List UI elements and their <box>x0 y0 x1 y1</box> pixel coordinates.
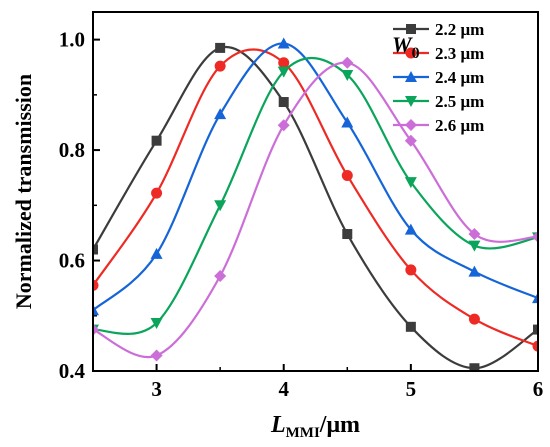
data-point <box>404 223 417 235</box>
data-point <box>151 187 163 199</box>
legend: 2.2 μm 2.3 μm 2.4 μm 2.5 μm 2.6 μm W0 <box>392 20 484 135</box>
data-point <box>404 177 417 189</box>
legend-label: 2.4 μm <box>435 68 484 87</box>
data-point <box>277 66 290 78</box>
data-point <box>215 42 226 53</box>
x-tick-label: 3 <box>151 377 162 401</box>
data-point <box>468 265 481 277</box>
legend-marker <box>405 71 417 82</box>
data-point <box>93 279 99 291</box>
data-point <box>533 324 538 335</box>
plot-frame <box>92 11 539 372</box>
x-axis-title: LMMI/μm <box>270 412 360 441</box>
series-markers <box>93 37 538 371</box>
x-tick-label: 6 <box>533 377 544 401</box>
data-point <box>93 244 98 255</box>
series-line <box>93 61 538 359</box>
data-point <box>405 321 416 332</box>
data-point <box>93 323 99 336</box>
data-point <box>468 313 480 325</box>
series-line <box>93 42 538 312</box>
data-point <box>341 69 354 81</box>
data-point <box>532 292 538 304</box>
data-point <box>532 230 538 243</box>
data-point <box>405 264 417 276</box>
legend-label: 2.3 μm <box>435 44 484 63</box>
data-point <box>341 116 354 128</box>
data-point <box>341 56 354 69</box>
data-point <box>342 229 353 240</box>
data-point <box>150 349 163 362</box>
data-point <box>278 57 290 69</box>
data-point <box>278 97 289 108</box>
legend-marker <box>406 24 416 34</box>
data-point <box>214 270 227 283</box>
y-tick-label: 1.0 <box>59 28 85 52</box>
data-point <box>214 60 226 72</box>
data-point <box>277 119 290 132</box>
series-line <box>93 48 538 348</box>
data-point <box>150 247 163 259</box>
data-point <box>404 134 417 147</box>
y-axis-title: Normalized transmission <box>11 74 36 309</box>
y-tick-label: 0.8 <box>59 138 85 162</box>
legend-marker <box>405 119 417 131</box>
legend-marker <box>405 47 417 59</box>
x-tick-label: 5 <box>406 377 417 401</box>
data-point <box>214 108 227 120</box>
data-point <box>468 228 481 241</box>
data-point <box>93 304 99 316</box>
data-point <box>468 240 481 252</box>
legend-marker <box>405 96 417 107</box>
data-point <box>532 340 538 352</box>
legend-title: W0 <box>392 32 420 62</box>
y-tick-label: 0.6 <box>59 249 85 273</box>
x-tick-label: 4 <box>278 377 289 401</box>
data-point <box>341 169 353 181</box>
legend-label: 2.5 μm <box>435 92 484 111</box>
series-line <box>93 56 538 335</box>
axis-ticks: 3 4 5 6 0.4 0.6 0.8 1.0 <box>59 28 544 401</box>
data-point <box>469 363 480 371</box>
data-point <box>277 37 290 49</box>
data-point <box>150 317 163 329</box>
y-tick-label: 0.4 <box>59 359 86 383</box>
data-point <box>151 135 162 146</box>
axis-labels: LMMI/μm Normalized transmission <box>11 74 360 441</box>
legend-label: 2.6 μm <box>435 116 484 135</box>
legend-label: 2.2 μm <box>435 20 484 39</box>
data-point <box>214 200 227 212</box>
